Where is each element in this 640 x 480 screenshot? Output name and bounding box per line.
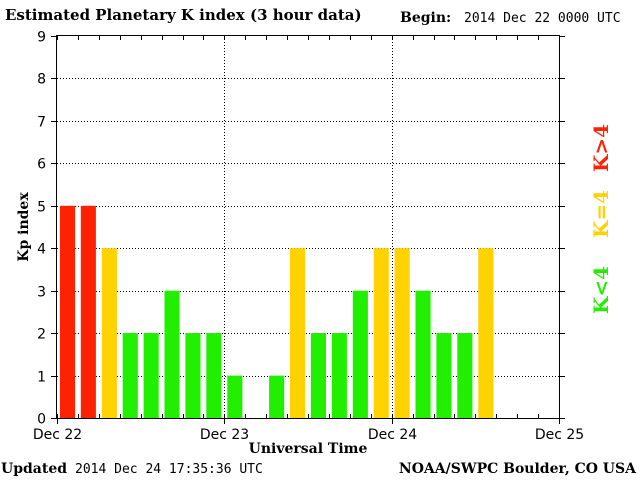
y-tick-label: 6	[37, 157, 46, 173]
y-tick-label: 0	[37, 412, 46, 428]
x-tick-label: Dec 25	[535, 427, 584, 443]
y-axis-title: Kp index	[16, 192, 32, 262]
bars-layer	[59, 205, 494, 418]
kp-bar	[101, 248, 117, 418]
kp-bar	[80, 205, 96, 418]
x-axis-title: Universal Time	[249, 441, 368, 457]
legend-item: K<4	[589, 266, 613, 314]
kp-bar	[269, 375, 285, 418]
kp-bar	[185, 333, 201, 418]
grid-layer	[57, 36, 559, 418]
x-tick-label: Dec 22	[33, 427, 82, 443]
legend-layer: K>4 K=4 K<4	[589, 124, 613, 314]
y-tick-label: 3	[37, 285, 46, 301]
legend-item: K=4	[589, 190, 613, 238]
y-tick-label: 5	[37, 200, 46, 216]
y-tick-label: 1	[37, 370, 46, 386]
kp-bar	[457, 333, 473, 418]
x-ticks-layer: Dec 22 Dec 23 Dec 24 Dec 25	[33, 36, 584, 443]
kp-bar	[122, 333, 138, 418]
kp-bar	[164, 290, 180, 418]
y-tick-label: 9	[37, 30, 46, 46]
x-tick-label: Dec 23	[200, 427, 249, 443]
y-tick-label: 4	[37, 242, 46, 258]
kp-bar	[436, 333, 452, 418]
updated-timestamp: 2014 Dec 24 17:35:36 UTC	[75, 462, 263, 477]
plot-frame	[56, 35, 560, 419]
kp-bar	[206, 333, 222, 418]
kp-bar	[415, 290, 431, 418]
kp-bar	[310, 333, 326, 418]
y-tick-label: 2	[37, 327, 46, 343]
kp-bar	[478, 248, 494, 418]
y-tick-label: 8	[37, 72, 46, 88]
y-ticks-layer: 0 1 2 3 4 5 6 7 8 9	[37, 30, 565, 428]
kp-bar	[394, 248, 410, 418]
kp-bar	[227, 375, 243, 418]
updated-label: Updated	[1, 461, 68, 477]
chart-title: Estimated Planetary K index (3 hour data…	[5, 6, 362, 24]
legend-item: K>4	[589, 124, 613, 172]
kp-bar	[352, 290, 368, 418]
kp-bar	[331, 333, 347, 418]
begin-timestamp: 2014 Dec 22 0000 UTC	[464, 11, 621, 26]
kp-bar	[290, 248, 306, 418]
x-tick-label: Dec 24	[368, 427, 417, 443]
y-tick-label: 7	[37, 115, 46, 131]
source-credit: NOAA/SWPC Boulder, CO USA	[398, 461, 636, 477]
kp-bar	[373, 248, 389, 418]
kp-bar	[59, 205, 75, 418]
begin-label: Begin:	[400, 10, 452, 26]
kp-bar	[143, 333, 159, 418]
